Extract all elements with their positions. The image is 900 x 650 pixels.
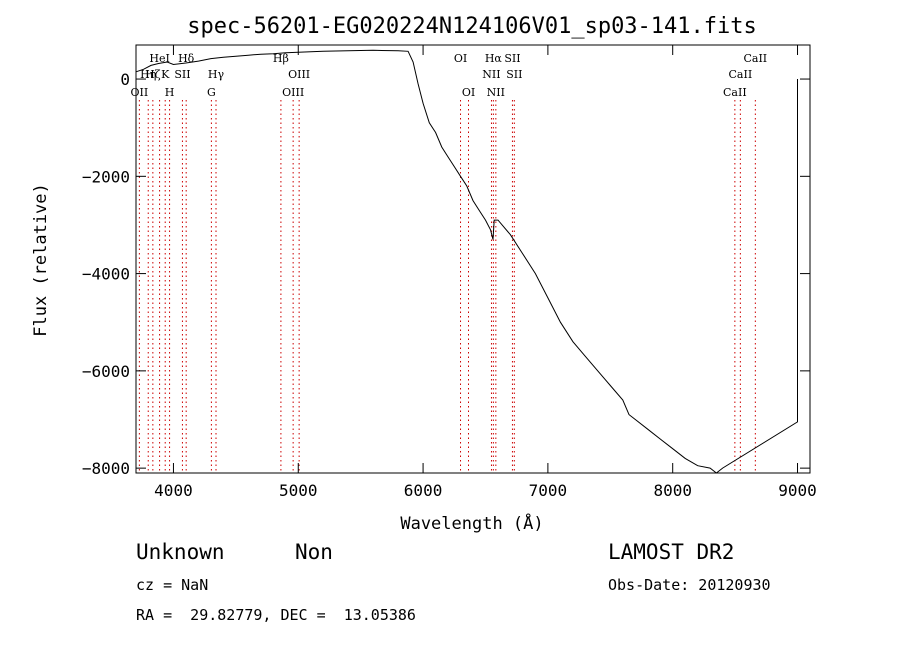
spectral-line-label: SII bbox=[506, 68, 522, 81]
spectral-line-label: OI bbox=[462, 86, 475, 99]
spectral-line-label: Hβ bbox=[273, 52, 289, 65]
spectral-line-label: SII bbox=[174, 68, 190, 81]
spectral-line-label: SII bbox=[504, 52, 520, 65]
x-tick-label: 7000 bbox=[529, 481, 568, 500]
spectral-line-label: Hζ bbox=[145, 68, 161, 81]
chart-title: spec-56201-EG020224N124106V01_sp03-141.f… bbox=[187, 14, 757, 39]
spectral-line-label: HeI bbox=[149, 52, 169, 65]
y-tick-label: −8000 bbox=[82, 459, 130, 478]
spectral-line-label: OIII bbox=[282, 86, 304, 99]
x-tick-label: 8000 bbox=[653, 481, 692, 500]
x-tick-label: 6000 bbox=[404, 481, 443, 500]
spectral-line-label: NII bbox=[487, 86, 505, 99]
subclass-label: Non bbox=[295, 540, 333, 564]
y-tick-label: −6000 bbox=[82, 362, 130, 381]
y-tick-label: −4000 bbox=[82, 265, 130, 284]
x-tick-label: 9000 bbox=[778, 481, 817, 500]
axis-ticks: 4000 5000 6000 7000 8000 9000 0 −2000 −4000 −6000… bbox=[82, 45, 817, 500]
spectral-line-label: H bbox=[165, 86, 175, 99]
spectral-line-label: NII bbox=[482, 68, 500, 81]
spectral-line-label: OII bbox=[131, 86, 149, 99]
y-tick-label: 0 bbox=[120, 70, 130, 89]
class-label: Unknown bbox=[136, 540, 225, 564]
spectral-line-label: Hη bbox=[140, 68, 156, 81]
obs-date-label: Obs-Date: 20120930 bbox=[608, 576, 771, 594]
spectral-line-label: Hγ bbox=[208, 68, 225, 81]
spectral-line-label: OIII bbox=[288, 68, 310, 81]
x-tick-label: 5000 bbox=[279, 481, 318, 500]
spectral-line-label: CaII bbox=[723, 86, 747, 99]
survey-label: LAMOST DR2 bbox=[608, 540, 735, 564]
x-axis-label: Wavelength (Å) bbox=[400, 512, 543, 534]
plot-frame bbox=[135, 44, 811, 474]
spectral-line-label: Hα bbox=[485, 52, 503, 65]
x-tick-label: 4000 bbox=[154, 481, 193, 500]
spectral-line-label: CaII bbox=[743, 52, 767, 65]
spectral-line-label: Hδ bbox=[178, 52, 195, 65]
redshift-label: cz = NaN bbox=[136, 576, 209, 594]
y-tick-label: −2000 bbox=[82, 167, 130, 186]
spectrum-line bbox=[135, 49, 798, 474]
spectral-line-label: OI bbox=[454, 52, 467, 65]
spectral-line-label: G bbox=[207, 86, 216, 99]
y-axis-label: Flux (relative) bbox=[31, 183, 51, 337]
spectral-line-label: CaII bbox=[729, 68, 753, 81]
spectral-line-label: K bbox=[161, 68, 170, 81]
coordinates-label: RA = 29.82779, DEC = 13.05386 bbox=[136, 606, 416, 624]
